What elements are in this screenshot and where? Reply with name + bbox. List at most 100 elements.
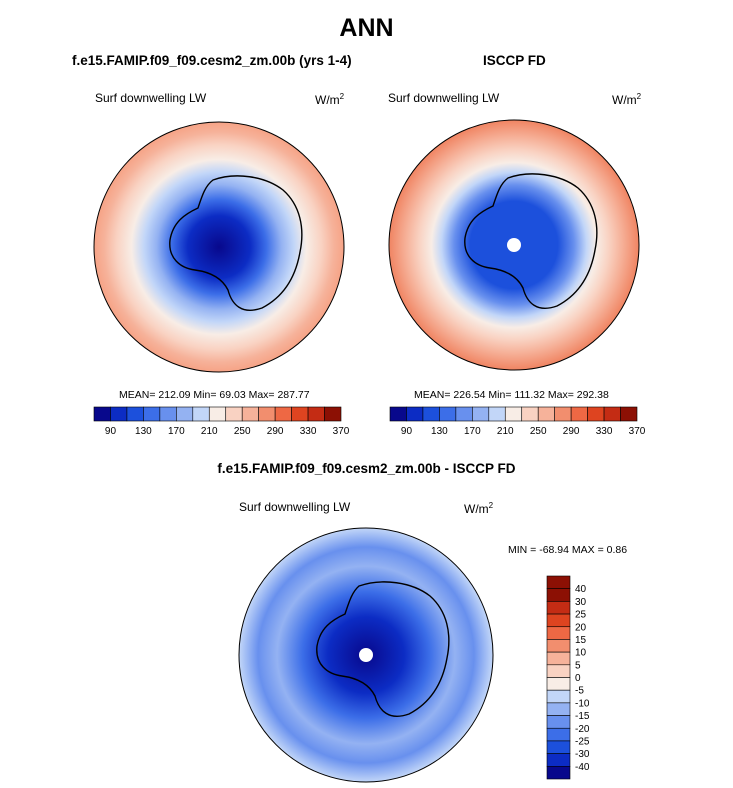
panel2-coastline [464,173,598,309]
panel1-colorbar-tick-label: 130 [135,426,152,437]
panel3-colorbar-swatch [546,677,571,691]
panel1-colorbar-swatch [291,406,309,422]
panel1-title: f.e15.FAMIP.f09_f09.cesm2_zm.00b (yrs 1-… [72,53,352,68]
panel3-units: W/m2 [464,501,494,516]
panel1-variable-label: Surf downwelling LW [95,91,207,105]
panel1-colorbar-tick-label: 290 [267,426,284,437]
panel3-colorbar-tick-label: 5 [575,660,581,671]
panel2-stats: MEAN= 226.54 Min= 111.32 Max= 292.38 [414,389,609,401]
panel2-colorbar-swatch [472,406,490,422]
panel3-colorbar-tick-label: 0 [575,673,581,684]
panel3-variable-label: Surf downwelling LW [239,500,351,514]
panel2-colorbar-tick-label: 90 [401,426,413,437]
panel3-map [238,527,494,783]
panel3-colorbar-tick-label: 15 [575,635,587,646]
panel3-colorbar-swatch [546,727,571,742]
panel3-colorbar-tick-label: -5 [575,686,584,697]
panel2-colorbar-tick-label: 170 [464,426,481,437]
panel3-colorbar-swatch [546,753,571,767]
panel2-colorbar-swatch [537,406,555,422]
panel2-pole-hole [507,238,521,252]
panel1-map-field [93,121,345,373]
panel3-pole-hole [359,648,373,662]
panel2-colorbar-tick-label: 290 [563,426,580,437]
panel1-colorbar-swatch [159,406,177,422]
panel1-colorbar-tick-label: 370 [333,426,350,437]
panel3-coastline [316,581,450,717]
panel3-colorbar-swatch [546,740,571,754]
panel2-colorbar: 90 130 170 210 250 290 330 370 [389,406,646,437]
panel1-units: W/m2 [315,92,345,107]
panel2-colorbar-tick-label: 130 [431,426,448,437]
panel2-map [388,119,640,371]
panel2-colorbar-swatch [521,406,539,422]
panel2-units: W/m2 [612,92,642,107]
panel1-colorbar-swatch [192,406,210,422]
panel3-colorbar-swatch [546,715,571,729]
panel3-colorbar-swatch [546,766,571,780]
panel3-colorbar-swatch [546,702,571,716]
panel2-colorbar-tick-label: 370 [629,426,646,437]
panel2-colorbar-tick-label: 330 [596,426,613,437]
panel2-colorbar-swatch [422,406,440,422]
panel1-colorbar: 90 130 170 210 250 290 330 370 [93,406,350,437]
panel3-colorbar-swatch [546,664,571,678]
panel1-colorbar-tick-label: 250 [234,426,251,437]
panel3-colorbar-swatch [546,639,571,653]
panel1-colorbar-swatch [208,406,227,422]
panel1-colorbar-tick-label: 90 [105,426,117,437]
panel2-colorbar-swatch [603,406,621,422]
panel2-title: ISCCP FD [483,53,546,68]
panel2-colorbar-swatch [570,406,588,422]
panel2-colorbar-swatch [504,406,523,422]
panel3-colorbar-tick-label: 10 [575,648,587,659]
panel3-colorbar-tick-label: -20 [575,724,590,735]
panel3-colorbar-tick-label: -10 [575,698,590,709]
panel1-colorbar-swatch [143,406,161,422]
panel3-colorbar-swatch [546,588,571,602]
panel2-colorbar-swatch [389,406,407,422]
panel1-colorbar-swatch [241,406,259,422]
panel3-colorbar-swatch [546,626,571,640]
panel1-colorbar-swatch [324,406,342,422]
panel3-colorbar-tick-label: -30 [575,749,590,760]
panel1-colorbar-swatch [307,406,325,422]
panel1-coastline [169,175,303,311]
panel3-stats: MIN = -68.94 MAX = 0.86 [508,544,628,556]
panel2-colorbar-tick-label: 210 [497,426,514,437]
panel2-colorbar-swatch [455,406,473,422]
panel3-colorbar-swatch [546,575,571,589]
panel2-colorbar-swatch [587,406,605,422]
panel3-colorbar-swatch [546,613,571,628]
panel2-colorbar-swatch [406,406,424,422]
panel2-colorbar-tick-label: 250 [530,426,547,437]
panel1-colorbar-swatch [93,406,111,422]
panel1-colorbar-swatch [110,406,128,422]
panel3-colorbar-tick-label: 25 [575,610,587,621]
panel1-colorbar-swatch [126,406,144,422]
panel2-colorbar-swatch [620,406,638,422]
panel1-colorbar-swatch [258,406,276,422]
panel1-colorbar-swatch [225,406,243,422]
panel3-colorbar-tick-label: -15 [575,711,590,722]
panel2-colorbar-swatch [439,406,457,422]
panel1-colorbar-tick-label: 330 [300,426,317,437]
panel3-title: f.e15.FAMIP.f09_f09.cesm2_zm.00b - ISCCP… [217,461,516,476]
panel3-colorbar-swatch [546,689,571,704]
panel1-colorbar-tick-label: 210 [201,426,218,437]
panel2-colorbar-swatch [554,406,572,422]
panel3-colorbar-tick-label: 40 [575,584,587,595]
panel1-colorbar-swatch [274,406,292,422]
panel3-colorbar-tick-label: 30 [575,597,587,608]
panel3-colorbar-tick-label: -40 [575,762,590,773]
panel2-colorbar-swatch [488,406,506,422]
panel1-colorbar-swatch [176,406,194,422]
panel2-variable-label: Surf downwelling LW [388,91,500,105]
page-title: ANN [339,14,394,42]
panel3-colorbar-tick-label: 20 [575,622,587,633]
panel3-colorbar-swatch [546,601,571,615]
panel3-colorbar-tick-label: -25 [575,736,590,747]
panel1-colorbar-tick-label: 170 [168,426,185,437]
